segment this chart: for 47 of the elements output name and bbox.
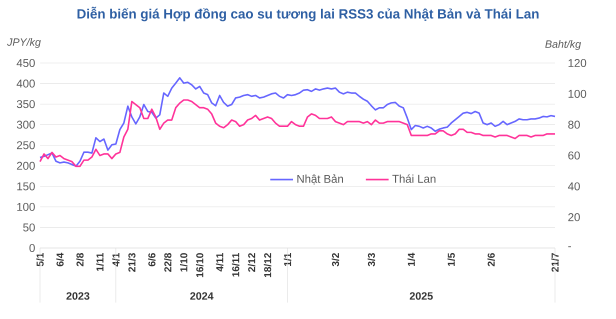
y2-tick-label: 120 [568,59,586,68]
x-tick-label: 1/4 [408,252,416,266]
y-tick-label: 200 [16,162,35,170]
x-tick-label: 18/12 [264,253,272,278]
y2-tick-label: - [568,246,571,248]
x-tick-label: 4/11 [216,252,224,272]
x-tick-label: 21/7 [551,253,559,272]
y2-tick-label: 100 [568,90,586,98]
legend-label: Thái Lan [392,174,436,183]
y-tick-label: 350 [16,100,35,108]
text: 2024 [190,292,214,300]
x-tick-label: 1/11 [96,252,104,271]
y-tick-label: 150 [17,182,35,190]
x-tick-label: 2/6 [487,253,495,266]
x-tick-label: 16/11 [232,252,240,277]
text: 2023 [66,292,90,300]
x-tick-label: 3/2 [332,253,340,266]
x-tick-label: 1/5 [447,252,455,266]
y-tick-label: 250 [16,141,35,150]
y2-tick-label: 80 [568,120,580,129]
y2-tick-label: 60 [568,152,580,160]
y-tick-label: 450 [16,59,35,68]
y-axis-title: JPY/kg [7,38,41,48]
x-tick-label: 1/10 [180,253,188,272]
x-tick-label: 6/6 [148,253,156,266]
x-tick-label: 1/1 [284,252,292,266]
line-series [39,77,556,167]
y2-tick-label: 40 [568,182,580,190]
legend-label: Nhật Bản [297,174,343,184]
x-tick-label: 3/3 [368,253,376,266]
x-tick-label: 21/3 [128,253,136,272]
y-tick-label: 400 [16,80,35,88]
chart-title: Diễn biến giá Hợp đồng cao su tương lai RSS3 của Nhật Bản và Thái Lan [78,6,539,22]
x-tick-label: 4/1 [112,252,120,266]
y-tick-label: 300 [16,120,35,129]
x-tick-label: 6/4 [56,252,64,266]
y-tick-label: 0 [29,244,35,252]
x-tick-label: 22/8 [164,253,172,272]
y-tick-label: 100 [17,202,35,211]
x-tick-label: 5/1 [36,252,44,266]
text: 2025 [410,292,433,300]
y2-tick-label: 20 [568,213,580,222]
x-tick-label: 16/10 [196,253,204,278]
x-tick-label: 2/12 [248,253,256,272]
y-tick-label: 50 [23,223,35,232]
x-tick-label: 2/8 [76,253,84,266]
y2-axis-title: Baht/kg [545,40,581,50]
